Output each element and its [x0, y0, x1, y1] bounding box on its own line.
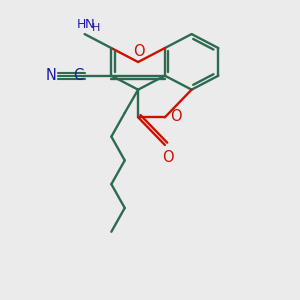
Text: O: O	[133, 44, 145, 59]
Text: O: O	[163, 150, 174, 165]
Text: H: H	[76, 18, 86, 31]
Text: C: C	[73, 68, 83, 82]
Text: N: N	[46, 68, 56, 82]
Text: O: O	[170, 109, 182, 124]
Text: N: N	[85, 18, 95, 31]
Text: H: H	[92, 23, 100, 33]
